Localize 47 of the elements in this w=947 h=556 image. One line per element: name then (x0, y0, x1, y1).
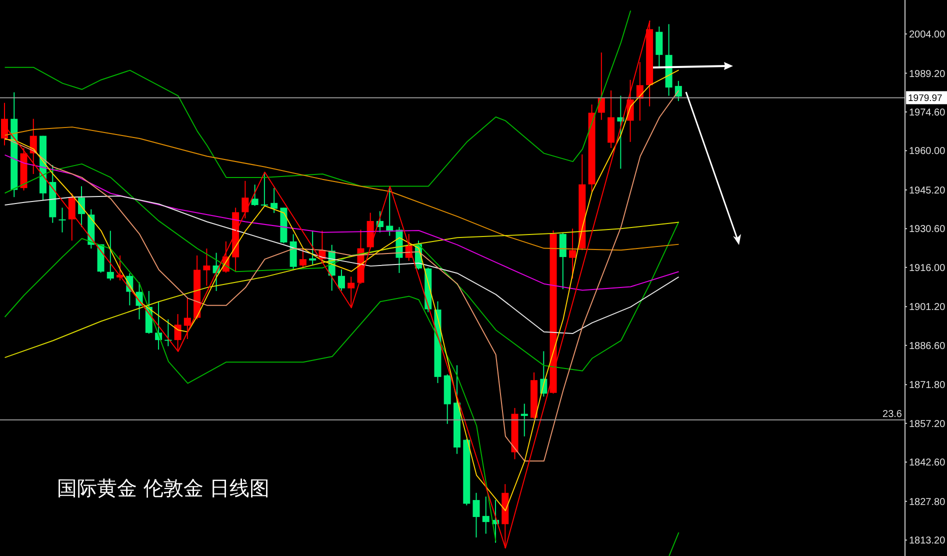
y-tick-label: 1930.60 (909, 224, 946, 236)
candlestick (674, 80, 682, 102)
y-tick-label: 1960.00 (909, 146, 946, 158)
candlestick (309, 230, 316, 265)
candlestick (348, 276, 355, 308)
line-series (4, 10, 632, 187)
candlestick (242, 180, 249, 219)
y-tick-label: 1813.20 (909, 536, 946, 547)
ref-line-label: 1979.97 (908, 93, 942, 104)
y-tick-label: 1842.60 (909, 458, 946, 469)
candlestick (472, 492, 480, 538)
candlestick (482, 496, 490, 534)
y-tick-label: 1916.00 (909, 262, 946, 274)
candlestick (184, 298, 191, 340)
candlestick (260, 172, 268, 206)
candlestick (174, 314, 182, 352)
candlestick (203, 248, 210, 286)
line-series (4, 154, 680, 291)
candlestick (58, 207, 66, 233)
candlestick (338, 269, 345, 292)
candlestick (106, 230, 114, 281)
candlestick (251, 184, 258, 206)
candlestick (559, 232, 566, 290)
line-series (4, 196, 680, 334)
y-tick-label: 2004.00 (909, 30, 946, 41)
candlestick (299, 248, 306, 268)
y-tick-label: 1857.20 (909, 418, 946, 430)
y-tick-label: 1886.60 (909, 340, 946, 352)
line-series (4, 238, 496, 542)
annotation: 23.6 (882, 408, 902, 420)
candlestick (78, 186, 86, 228)
y-tick-label: 1871.80 (909, 380, 946, 392)
line-series (4, 163, 680, 372)
candlestick (386, 186, 394, 236)
candlestick (68, 192, 76, 242)
y-tick-label: 1901.20 (909, 302, 946, 314)
y-tick-label: 1945.20 (909, 185, 946, 196)
candlestick (617, 95, 624, 170)
y-tick-label: 1989.20 (909, 68, 946, 80)
candlestick (520, 403, 528, 437)
line-series (4, 222, 680, 358)
y-tick-label: 1827.80 (909, 496, 946, 508)
candlestick (656, 26, 663, 68)
candlestick (569, 228, 576, 280)
text: 国际黄金 伦敦金 日线图 (57, 475, 270, 502)
candlestick (270, 188, 278, 214)
y-tick-label: 1974.60 (909, 107, 946, 118)
